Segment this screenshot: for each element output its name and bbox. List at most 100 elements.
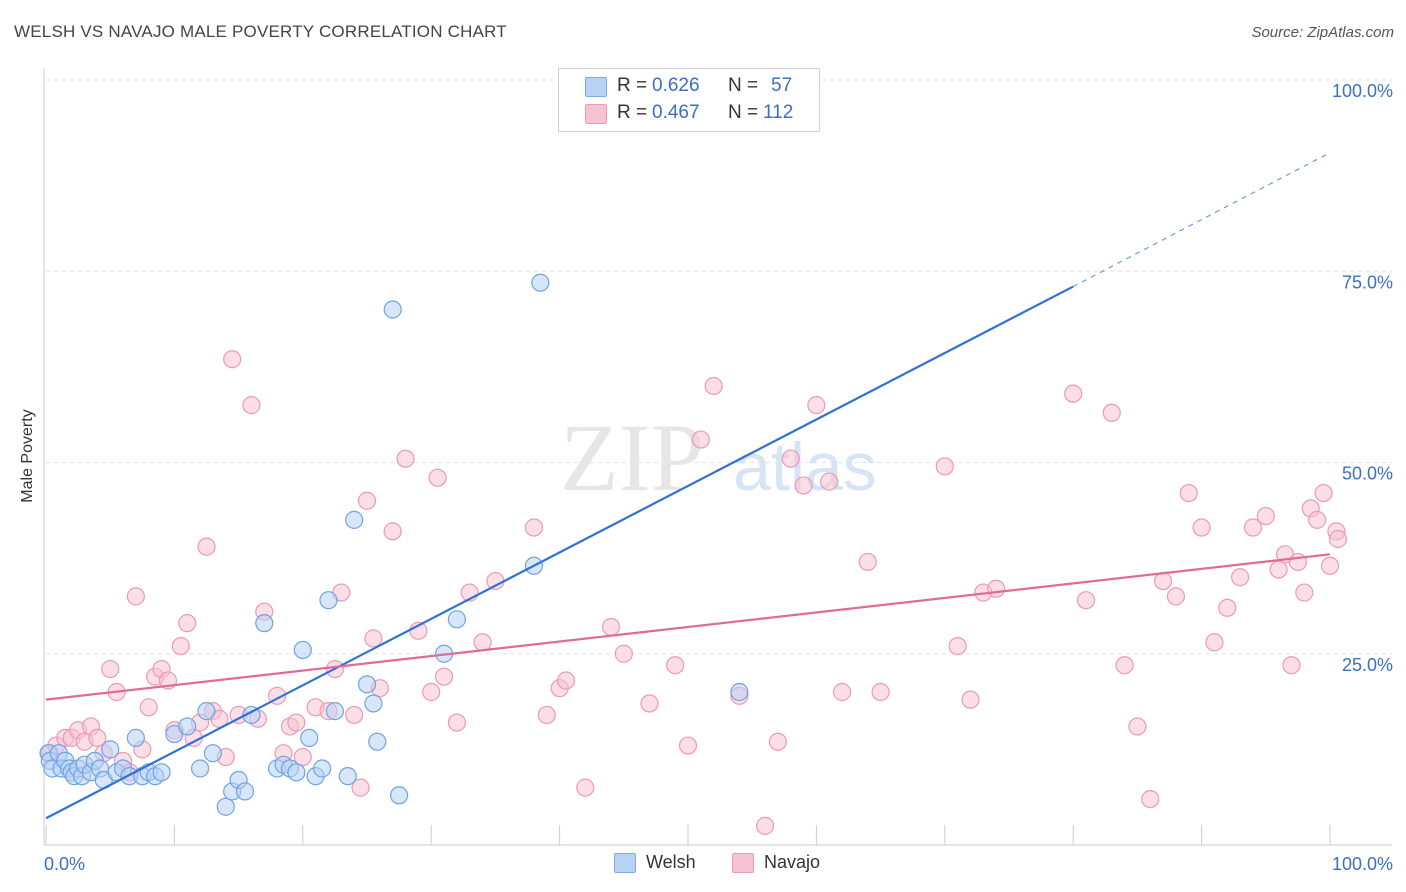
navajo-legend-label: Navajo — [764, 852, 821, 872]
welsh-point — [190, 759, 210, 778]
welsh-point — [216, 797, 235, 816]
n-label: N = — [728, 75, 759, 96]
navajo-point — [287, 713, 306, 732]
navajo-point — [858, 552, 877, 572]
welsh-point — [152, 763, 171, 782]
welsh-point — [338, 767, 357, 786]
gridlines — [46, 79, 1392, 655]
navajo-point — [126, 587, 145, 606]
navajo-point — [396, 449, 415, 468]
welsh-r-value: 0.626 — [652, 75, 700, 96]
navajo-point — [556, 671, 576, 690]
navajo-point — [1076, 591, 1096, 610]
welsh-point — [126, 728, 145, 748]
watermark-zip: ZIP — [560, 404, 704, 511]
navajo-point — [768, 732, 787, 751]
navajo-point — [357, 491, 377, 510]
navajo-point — [486, 571, 505, 591]
welsh-point — [319, 591, 338, 610]
tick-labels: 25.0% 50.0% 75.0% 100.0% 0.0% 100.0% — [44, 81, 1393, 874]
navajo-point — [987, 579, 1006, 598]
navajo-point — [1256, 506, 1275, 526]
n-label: N = — [728, 102, 759, 123]
source-label: Source: ZipAtlas.com — [1251, 24, 1394, 41]
welsh-point — [730, 682, 749, 702]
welsh-point — [197, 702, 216, 721]
navajo-point — [1308, 510, 1327, 529]
correlation-legend: R = 0.626 N = 57 R = 0.467 N = 112 — [558, 68, 820, 132]
navajo-point — [1115, 656, 1134, 675]
welsh-swatch — [585, 77, 607, 97]
navajo-point — [1102, 403, 1121, 422]
navajo-point — [691, 430, 710, 449]
navajo-point — [614, 644, 633, 663]
welsh-points — [39, 70, 749, 816]
navajo-point — [755, 816, 775, 835]
y-tick-label: 75.0% — [1342, 272, 1393, 292]
navajo-n-value: 112 — [763, 102, 794, 123]
navajo-point — [447, 713, 466, 732]
navajo-point — [1269, 560, 1288, 579]
welsh-point — [390, 786, 409, 805]
welsh-point — [531, 273, 550, 292]
navajo-legend-swatch — [732, 853, 754, 873]
welsh-point — [293, 640, 312, 660]
welsh-point — [325, 702, 344, 721]
navajo-swatch — [585, 104, 607, 124]
navajo-point — [601, 617, 621, 637]
navajo-point — [820, 472, 839, 491]
navajo-point — [1314, 484, 1333, 503]
navajo-point — [1205, 633, 1224, 652]
navajo-point — [223, 350, 242, 369]
navajo-point — [197, 537, 216, 556]
navajo-point — [1166, 587, 1186, 606]
welsh-point — [203, 744, 223, 763]
navajo-point — [1064, 384, 1083, 403]
navajo-point — [781, 449, 800, 468]
navajo-point — [351, 778, 370, 797]
navajo-point — [1282, 656, 1301, 675]
welsh-point — [255, 614, 274, 633]
navajo-point — [101, 659, 120, 679]
welsh-point — [383, 300, 402, 319]
welsh-point — [101, 740, 120, 759]
navajo-point — [1295, 583, 1314, 602]
navajo-r-value: 0.467 — [652, 102, 700, 123]
axes — [43, 68, 1392, 846]
welsh-point — [364, 694, 383, 713]
navajo-point — [178, 614, 197, 633]
x-tick-label-max: 100.0% — [1332, 854, 1393, 874]
navajo-point — [948, 636, 967, 656]
navajo-point — [364, 629, 383, 648]
navajo-point — [935, 457, 954, 476]
x-tick-label-min: 0.0% — [44, 854, 85, 874]
navajo-point — [1231, 568, 1250, 587]
navajo-points — [40, 350, 1348, 835]
navajo-point — [171, 636, 190, 656]
navajo-point — [1320, 556, 1340, 575]
navajo-point — [1328, 529, 1348, 549]
navajo-point — [1243, 518, 1263, 537]
welsh-point — [312, 759, 332, 778]
navajo-point — [428, 468, 447, 487]
navajo-point — [1179, 484, 1198, 503]
navajo-point — [524, 518, 544, 537]
y-tick-label: 50.0% — [1342, 464, 1393, 484]
navajo-point — [88, 728, 107, 748]
welsh-point — [357, 675, 377, 694]
navajo-point — [807, 396, 826, 415]
navajo-point — [345, 705, 364, 725]
y-tick-label: 100.0% — [1332, 81, 1393, 101]
navajo-point — [871, 682, 890, 702]
y-tick-label: 25.0% — [1342, 655, 1393, 675]
navajo-point — [678, 736, 698, 755]
navajo-point — [704, 376, 723, 396]
navajo-point — [383, 522, 402, 541]
welsh-trend-extension — [1072, 152, 1331, 288]
navajo-point — [1288, 552, 1308, 572]
navajo-point — [1218, 598, 1237, 617]
navajo-point — [1141, 789, 1160, 809]
navajo-point — [832, 682, 852, 702]
welsh-trend-line — [45, 285, 1074, 820]
navajo-point — [422, 682, 441, 702]
